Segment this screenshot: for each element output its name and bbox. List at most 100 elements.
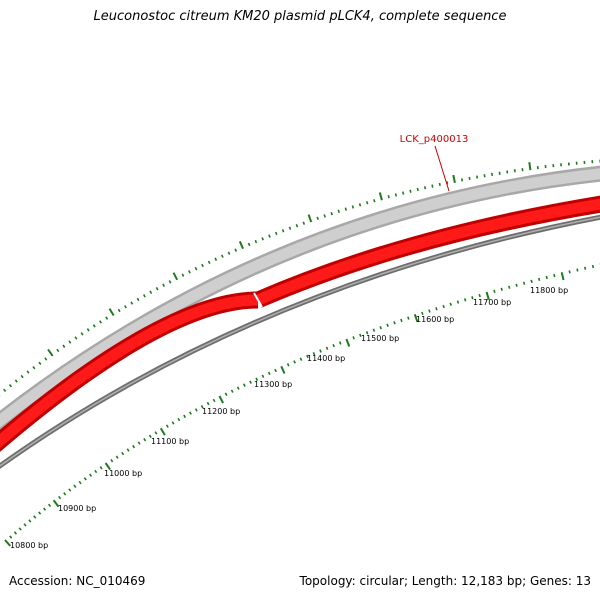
outer-ruler-minor-tick	[130, 301, 134, 305]
tick-label: 11600 bp	[416, 315, 454, 324]
accession-text: Accession: NC_010469	[9, 574, 146, 588]
inner-ruler-minor-tick	[359, 333, 362, 337]
outer-ruler-minor-tick	[220, 254, 224, 258]
outer-ruler-minor-tick	[38, 361, 42, 365]
inner-ruler-minor-tick	[242, 383, 246, 387]
outer-ruler-minor-tick	[254, 239, 258, 244]
tick-label: 11800 bp	[530, 286, 568, 295]
inner-ruler-minor-tick	[47, 503, 52, 507]
outer-ruler-minor-tick	[14, 379, 18, 383]
inner-ruler-minor-tick	[319, 349, 322, 353]
inner-ruler-minor-tick	[442, 304, 445, 309]
inner-ruler-minor-tick	[255, 377, 259, 381]
outer-ruler-major-tick	[307, 214, 313, 223]
inner-ruler-minor-tick	[63, 492, 67, 496]
outer-ruler-major-tick	[238, 240, 244, 250]
outer-ruler-major-tick	[452, 174, 456, 184]
outer-ruler-minor-tick	[506, 170, 509, 174]
gene-label[interactable]: LCK_p400013	[400, 134, 469, 145]
tick-label: 11400 bp	[307, 354, 345, 363]
outer-ruler-minor-tick	[373, 199, 376, 203]
inner-ruler-major-tick	[560, 272, 565, 281]
outer-ruler-minor-tick	[8, 384, 13, 388]
inner-ruler-minor-tick	[312, 351, 316, 356]
inner-ruler-minor-tick	[286, 363, 290, 367]
outer-ruler-minor-tick	[92, 324, 96, 328]
outer-ruler-major-tick	[378, 192, 383, 201]
outer-ruler-minor-tick	[394, 193, 398, 197]
outer-ruler-minor-tick	[201, 263, 204, 268]
outer-ruler-minor-tick	[181, 273, 185, 277]
inner-ruler-minor-tick	[435, 307, 438, 311]
outer-ruler-minor-tick	[468, 176, 471, 181]
inner-ruler-minor-tick	[372, 328, 376, 332]
outer-ruler-minor-tick	[423, 186, 427, 190]
inner-ruler-minor-tick	[73, 484, 77, 488]
outer-ruler-minor-tick	[330, 211, 333, 216]
outer-ruler-minor-tick	[358, 203, 362, 207]
inner-ruler-minor-tick	[236, 386, 240, 390]
inner-ruler-minor-tick	[13, 531, 18, 535]
outer-ruler-minor-tick	[323, 214, 326, 218]
gene-arc-lck-p400013-fill	[255, 198, 600, 306]
inner-ruler-minor-tick	[206, 401, 210, 406]
outer-ruler-minor-tick	[26, 370, 30, 374]
outer-ruler-minor-tick	[247, 242, 251, 247]
outer-ruler-minor-tick	[387, 195, 390, 199]
outer-ruler-minor-tick	[214, 257, 218, 261]
outer-ruler-minor-tick	[74, 336, 78, 340]
inner-ruler-minor-tick	[325, 346, 329, 350]
inner-ruler-minor-tick	[68, 488, 72, 492]
outer-ruler-minor-tick	[268, 234, 271, 238]
inner-ruler-minor-tick	[115, 455, 119, 459]
inner-ruler-minor-tick	[545, 275, 548, 280]
inner-ruler-minor-tick	[224, 392, 228, 396]
inner-ruler-minor-tick	[500, 287, 503, 291]
backbone-arc-highlight	[0, 216, 600, 467]
outer-ruler-minor-tick	[99, 320, 102, 324]
inner-ruler-major-tick	[485, 291, 490, 300]
gene-label-leader	[434, 145, 450, 192]
outer-ruler-minor-tick	[302, 221, 306, 225]
outer-ruler-minor-tick	[402, 191, 405, 195]
inner-ruler-minor-tick	[584, 266, 587, 270]
outer-ruler-minor-tick	[295, 223, 299, 228]
inner-ruler-minor-tick	[165, 424, 169, 428]
outer-ruler-minor-tick	[80, 332, 84, 336]
inner-ruler-minor-tick	[332, 343, 335, 348]
tick-label: 11300 bp	[254, 380, 292, 389]
inner-ruler-minor-tick	[293, 360, 296, 364]
inner-ruler-minor-tick	[471, 296, 474, 300]
inner-ruler-minor-tick	[83, 477, 87, 481]
outer-ruler-minor-tick	[498, 171, 501, 175]
inner-ruler-minor-tick	[110, 458, 114, 463]
inner-ruler-minor-tick	[493, 289, 496, 294]
inner-ruler-major-tick	[280, 365, 286, 374]
outer-ruler-minor-tick	[62, 344, 66, 348]
inner-ruler-minor-tick	[338, 341, 342, 345]
inner-ruler-minor-tick	[267, 371, 271, 376]
outer-ruler-minor-tick	[227, 251, 231, 255]
outer-ruler-minor-tick	[155, 287, 159, 291]
inner-ruler-minor-tick	[449, 302, 452, 306]
inner-ruler-minor-tick	[463, 298, 467, 302]
inner-ruler-minor-tick	[189, 411, 192, 415]
inner-ruler-minor-tick	[230, 389, 234, 393]
inner-ruler-major-tick	[345, 338, 351, 347]
inner-ruler-minor-tick	[28, 519, 32, 523]
outer-ruler-minor-tick	[68, 340, 72, 344]
inner-ruler-minor-tick	[352, 336, 355, 340]
inner-ruler-minor-tick	[9, 535, 13, 539]
inner-ruler-minor-tick	[177, 417, 181, 422]
tick-label: 11700 bp	[473, 298, 511, 307]
inner-ruler-minor-tick	[478, 293, 481, 298]
outer-ruler-minor-tick	[483, 174, 486, 178]
outer-ruler-minor-tick	[3, 388, 7, 392]
inner-ruler-major-tick	[104, 462, 111, 471]
outer-ruler-minor-tick	[20, 374, 24, 379]
outer-ruler-minor-tick	[188, 270, 191, 274]
gene-boundary	[253, 292, 263, 308]
inner-ruler-minor-tick	[33, 515, 37, 519]
inner-ruler-minor-tick	[538, 277, 541, 281]
